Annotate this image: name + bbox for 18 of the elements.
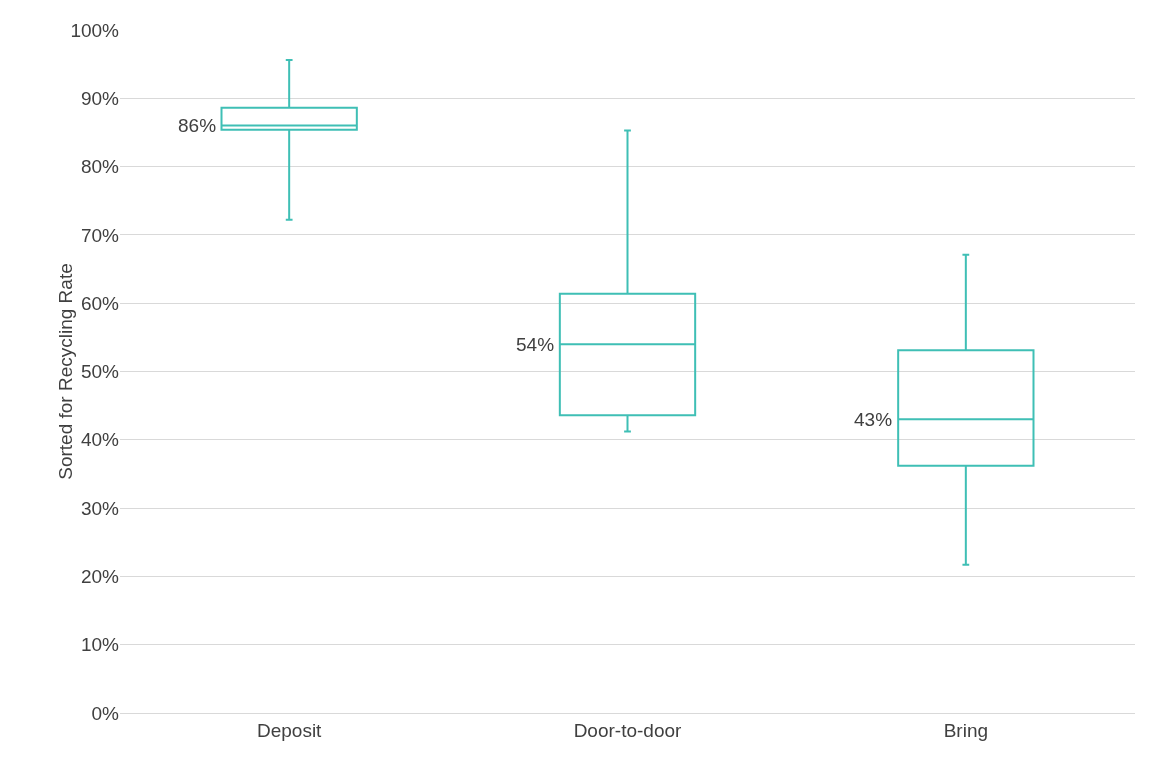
text: 86% [178, 115, 217, 136]
text: 43% [854, 409, 893, 430]
x-tick-label: Bring [943, 719, 989, 741]
y-tick-label: 80% [80, 156, 120, 178]
x-tick-label: Door-to-door [573, 719, 683, 741]
y-tick-label: 20% [80, 566, 120, 588]
y-tick-label: 60% [80, 292, 120, 314]
y-tick-label: 50% [80, 361, 120, 383]
y-tick-label: 90% [80, 87, 120, 109]
text: 54% [516, 334, 555, 355]
y-tick-label: 40% [80, 429, 120, 451]
y-tick-label: 0% [91, 702, 120, 724]
y-tick-label: 10% [80, 634, 120, 656]
y-tick-label: 100% [70, 19, 120, 41]
x-tick-label: Deposit [256, 719, 323, 741]
y-axis-title: Sorted for Recycling Rate [55, 263, 76, 480]
y-tick-label: 70% [80, 224, 120, 246]
y-tick-label: 30% [80, 497, 120, 519]
